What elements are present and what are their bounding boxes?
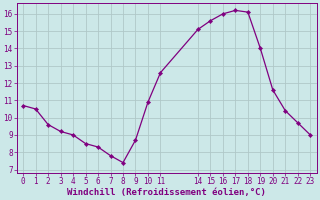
- X-axis label: Windchill (Refroidissement éolien,°C): Windchill (Refroidissement éolien,°C): [67, 188, 266, 197]
